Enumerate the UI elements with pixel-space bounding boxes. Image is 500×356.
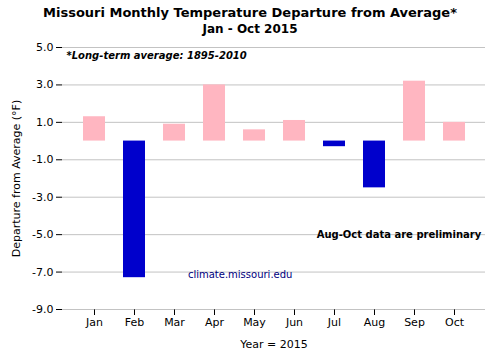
svg-text:3.0: 3.0: [36, 78, 54, 91]
html-text:Missouri Monthly Temperature D: Missouri Monthly Temperature Departure f…: [43, 5, 457, 20]
svg-text:May: May: [243, 316, 266, 329]
svg-text:*Long-term average: 1895-2010: *Long-term average: 1895-2010: [67, 50, 247, 61]
svg-text:Mar: Mar: [164, 316, 185, 329]
svg-text:Oct: Oct: [445, 316, 465, 329]
svg-text:-7.0: -7.0: [32, 266, 53, 279]
svg-text:-5.0: -5.0: [32, 228, 53, 241]
svg-text:Aug-Oct data are preliminary: Aug-Oct data are preliminary: [317, 229, 482, 240]
svg-text:Year = 2015: Year = 2015: [239, 338, 308, 351]
svg-text:Sep: Sep: [404, 316, 425, 329]
svg-text:-1.0: -1.0: [32, 153, 53, 166]
svg-text:-3.0: -3.0: [32, 191, 53, 204]
svg-text:Jun: Jun: [285, 316, 303, 329]
svg-text:Jul: Jul: [327, 316, 341, 329]
svg-text:Apr: Apr: [205, 316, 225, 329]
svg-text:5.0: 5.0: [36, 41, 54, 54]
svg-text:1.0: 1.0: [36, 116, 54, 129]
svg-text:Jan: Jan: [85, 316, 103, 329]
svg-text:climate.missouri.edu: climate.missouri.edu: [188, 269, 292, 280]
html-text:Jan - Oct 2015: Jan - Oct 2015: [202, 22, 298, 36]
svg-text:-9.0: -9.0: [32, 303, 53, 316]
svg-text:Departure from Average (°F): Departure from Average (°F): [10, 100, 23, 258]
svg-text:Feb: Feb: [125, 316, 144, 329]
svg-text:Aug: Aug: [364, 316, 385, 329]
